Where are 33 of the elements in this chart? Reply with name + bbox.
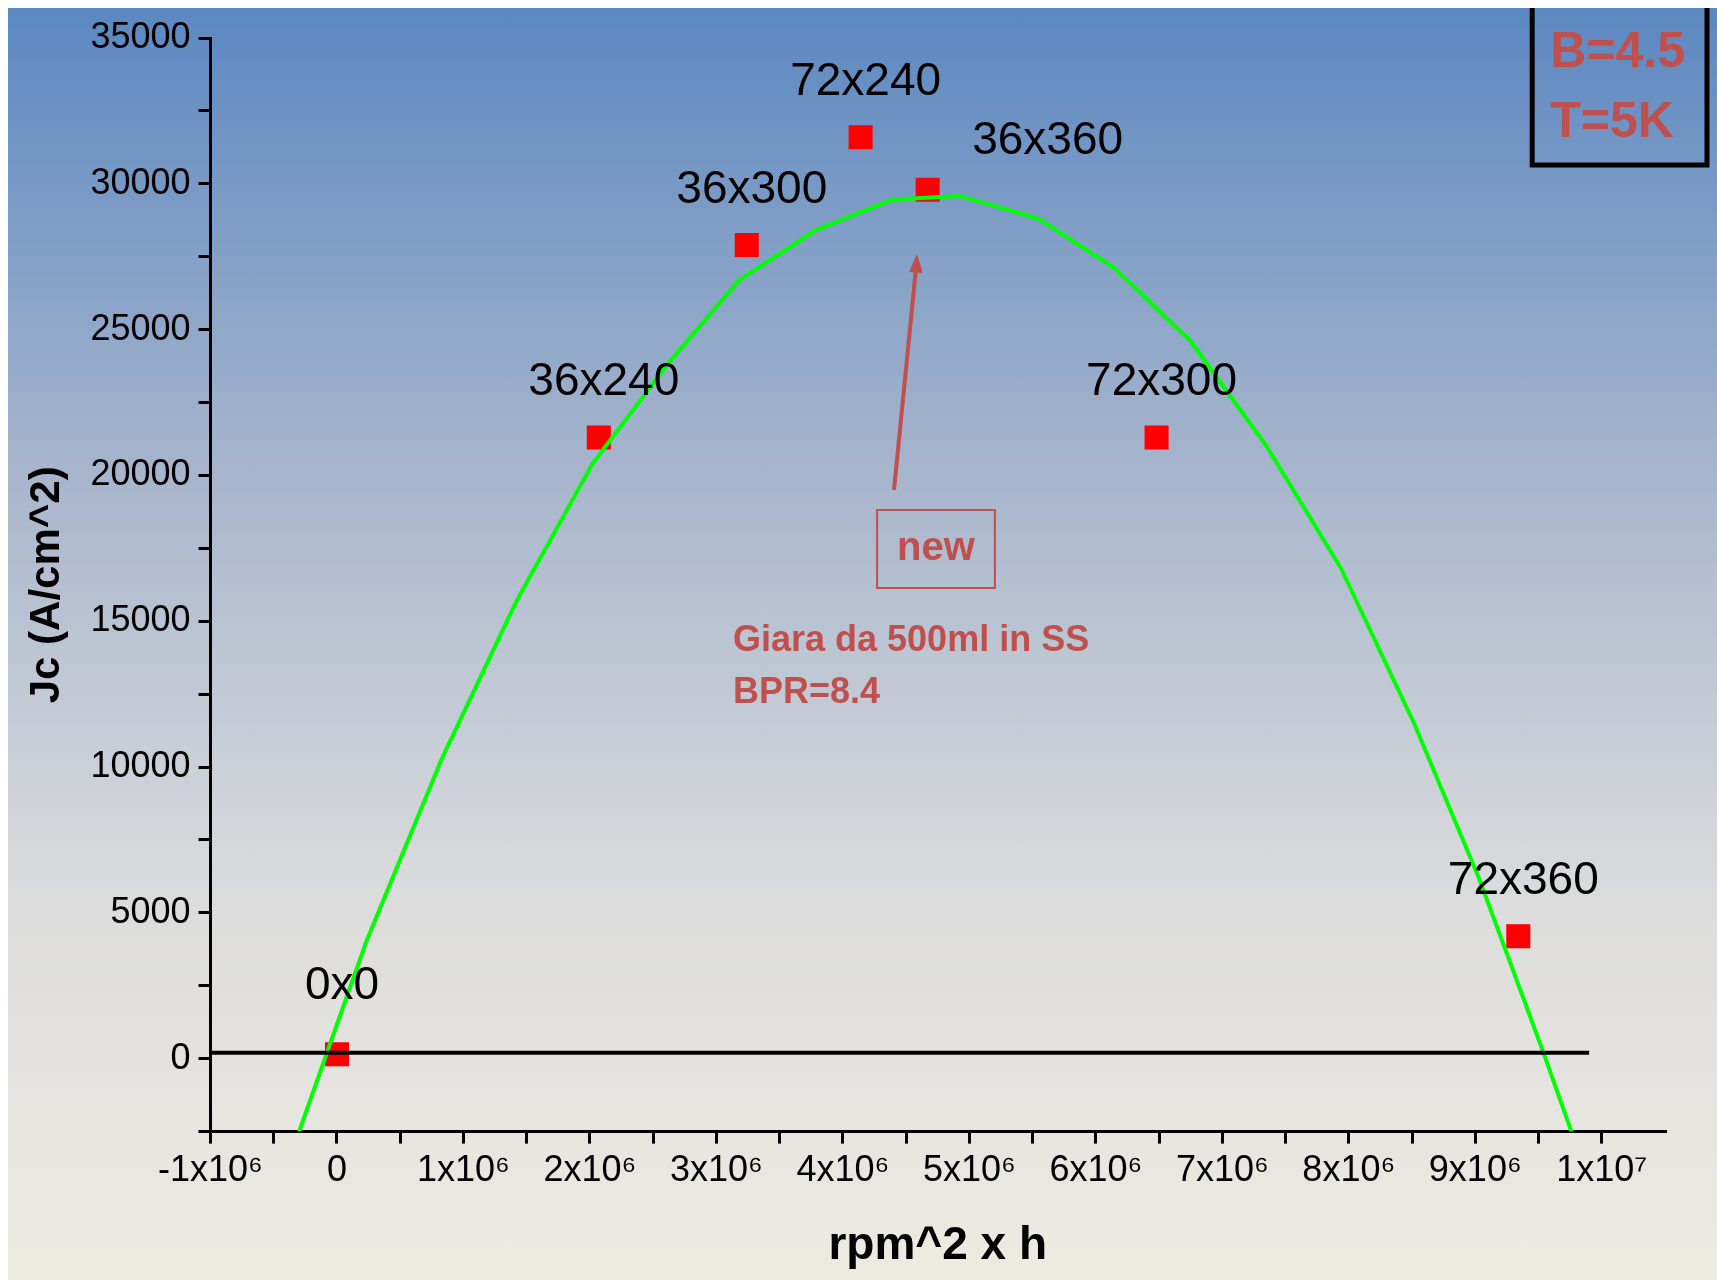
x-tick-label: 3x10⁶ xyxy=(669,1148,763,1190)
annotation: B=4.5 T=5K xyxy=(1550,21,1686,148)
point xyxy=(586,425,611,450)
y-tick-label: 20000 xyxy=(90,452,191,494)
x-axis-title: rpm^2 x h xyxy=(828,1217,1048,1270)
x-tick-label: 0 xyxy=(326,1148,347,1190)
y-tick-label: 15000 xyxy=(90,598,191,640)
point xyxy=(848,125,873,150)
x-tick-label: 9x10⁶ xyxy=(1428,1148,1522,1190)
point xyxy=(1144,425,1169,450)
annotation: new xyxy=(897,524,976,569)
x-tick-label: 8x10⁶ xyxy=(1302,1148,1396,1190)
y-tick-label: 10000 xyxy=(90,743,191,785)
x-tick-label: 2x10⁶ xyxy=(543,1148,637,1190)
annotation: 36x360 xyxy=(972,112,1124,165)
point xyxy=(734,233,759,258)
x-tick-label: 6x10⁶ xyxy=(1049,1148,1143,1190)
x-tick-label: 1x10⁷ xyxy=(1556,1148,1648,1190)
annotation: 36x300 xyxy=(676,160,828,213)
x-tick-label: -1x10⁶ xyxy=(158,1148,263,1190)
y-tick-label: 5000 xyxy=(110,889,191,931)
annotation: Giara da 500ml in SS BPR=8.4 xyxy=(733,617,1090,711)
point xyxy=(1506,924,1531,949)
x-tick-label: 7x10⁶ xyxy=(1175,1148,1269,1190)
y-tick-label: 25000 xyxy=(90,306,191,348)
x-tick-label: 5x10⁶ xyxy=(922,1148,1016,1190)
x-tick-label: 4x10⁶ xyxy=(796,1148,890,1190)
y-tick-label: 0 xyxy=(170,1035,191,1077)
y-tick-label: 35000 xyxy=(90,14,191,56)
x-tick-label: 1x10⁶ xyxy=(417,1148,510,1190)
y-axis-title: Jc (A/cm^2) xyxy=(20,466,68,704)
y-tick-label: 30000 xyxy=(90,160,191,202)
annotation: 72x240 xyxy=(790,52,942,105)
